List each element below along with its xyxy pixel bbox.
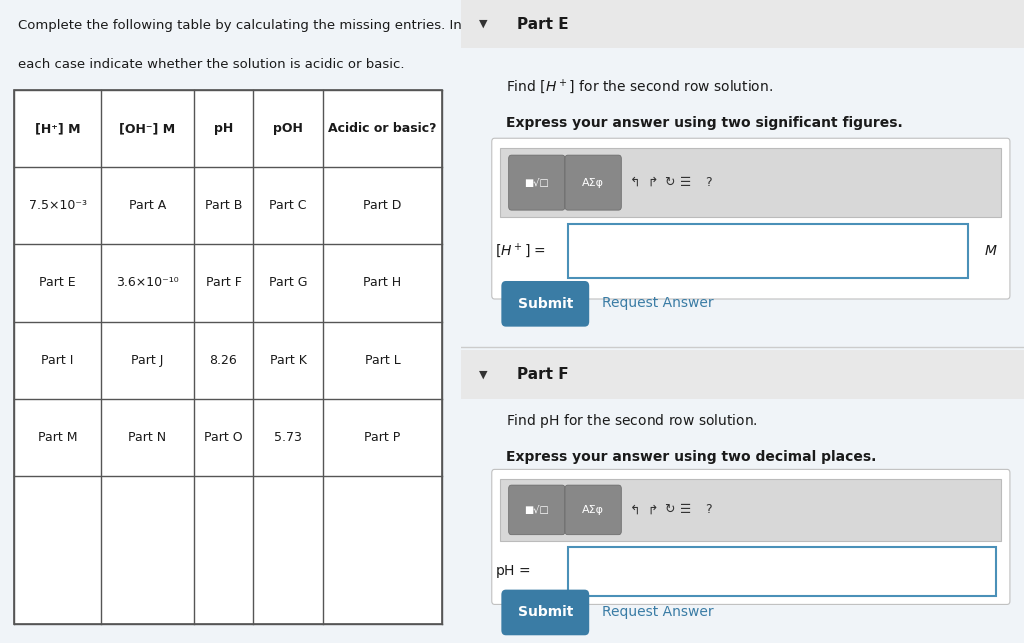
Text: pH: pH xyxy=(214,122,233,135)
Polygon shape xyxy=(14,90,442,624)
Text: 3.6×10⁻¹⁰: 3.6×10⁻¹⁰ xyxy=(116,276,179,289)
Text: [H⁺] M: [H⁺] M xyxy=(35,122,80,135)
FancyBboxPatch shape xyxy=(502,590,589,635)
Text: 5.73: 5.73 xyxy=(274,431,302,444)
Text: ?: ? xyxy=(706,503,712,516)
Text: ↻: ↻ xyxy=(664,176,675,189)
FancyBboxPatch shape xyxy=(509,485,565,535)
Text: ↱: ↱ xyxy=(647,176,657,189)
Text: Part A: Part A xyxy=(129,199,166,212)
Text: ↻: ↻ xyxy=(664,503,675,516)
Text: M: M xyxy=(984,244,996,258)
Text: Request Answer: Request Answer xyxy=(602,605,714,619)
Text: ■√□: ■√□ xyxy=(524,505,549,515)
Text: Part M: Part M xyxy=(38,431,78,444)
Text: ☰: ☰ xyxy=(681,503,691,516)
Text: Part K: Part K xyxy=(269,354,306,367)
FancyBboxPatch shape xyxy=(461,350,1024,399)
Text: ↱: ↱ xyxy=(647,503,657,516)
Text: Part E: Part E xyxy=(39,276,76,289)
Text: Part F: Part F xyxy=(517,367,568,382)
FancyBboxPatch shape xyxy=(492,469,1010,604)
Text: ↰: ↰ xyxy=(630,503,641,516)
Text: Part F: Part F xyxy=(206,276,242,289)
Text: Acidic or basic?: Acidic or basic? xyxy=(329,122,436,135)
Text: Request Answer: Request Answer xyxy=(602,296,714,311)
Text: each case indicate whether the solution is acidic or basic.: each case indicate whether the solution … xyxy=(18,58,404,71)
FancyBboxPatch shape xyxy=(502,281,589,327)
Text: Complete the following table by calculating the missing entries. In: Complete the following table by calculat… xyxy=(18,19,462,32)
Text: pOH: pOH xyxy=(273,122,303,135)
Text: Part P: Part P xyxy=(365,431,400,444)
Text: Part J: Part J xyxy=(131,354,164,367)
Text: Part L: Part L xyxy=(365,354,400,367)
Text: $\mathrm{pH}$ =: $\mathrm{pH}$ = xyxy=(495,563,530,580)
Text: Part I: Part I xyxy=(41,354,74,367)
FancyBboxPatch shape xyxy=(500,479,1001,541)
FancyBboxPatch shape xyxy=(565,155,622,210)
Text: $[H^+]$ =: $[H^+]$ = xyxy=(495,242,546,260)
Text: Part C: Part C xyxy=(269,199,307,212)
Text: ■√□: ■√□ xyxy=(524,177,549,188)
FancyBboxPatch shape xyxy=(461,0,1024,48)
Text: Express your answer using two significant figures.: Express your answer using two significan… xyxy=(506,116,902,130)
Text: Part O: Part O xyxy=(204,431,243,444)
Text: ▼: ▼ xyxy=(479,19,487,29)
FancyBboxPatch shape xyxy=(565,485,622,535)
Text: ?: ? xyxy=(706,176,712,189)
FancyBboxPatch shape xyxy=(567,224,968,278)
Text: 8.26: 8.26 xyxy=(210,354,238,367)
Text: 7.5×10⁻³: 7.5×10⁻³ xyxy=(29,199,87,212)
FancyBboxPatch shape xyxy=(500,148,1001,217)
Text: Find $\mathrm{pH}$ for the second row solution.: Find $\mathrm{pH}$ for the second row so… xyxy=(506,412,758,430)
Text: Part D: Part D xyxy=(364,199,401,212)
Text: Part G: Part G xyxy=(268,276,307,289)
FancyBboxPatch shape xyxy=(509,155,565,210)
Text: Part E: Part E xyxy=(517,17,568,32)
Text: ☰: ☰ xyxy=(681,176,691,189)
Text: [OH⁻] M: [OH⁻] M xyxy=(120,122,175,135)
Text: AΣφ: AΣφ xyxy=(583,505,604,515)
Text: Submit: Submit xyxy=(517,606,573,619)
Text: Part H: Part H xyxy=(364,276,401,289)
FancyBboxPatch shape xyxy=(492,138,1010,299)
Text: Part N: Part N xyxy=(128,431,167,444)
Text: Express your answer using two decimal places.: Express your answer using two decimal pl… xyxy=(506,450,877,464)
Text: ↰: ↰ xyxy=(630,176,641,189)
Text: ▼: ▼ xyxy=(479,370,487,379)
Text: Submit: Submit xyxy=(517,297,573,311)
FancyBboxPatch shape xyxy=(567,547,995,596)
Text: AΣφ: AΣφ xyxy=(583,177,604,188)
Text: Part B: Part B xyxy=(205,199,242,212)
Text: Find $[H^+]$ for the second row solution.: Find $[H^+]$ for the second row solution… xyxy=(506,77,773,96)
